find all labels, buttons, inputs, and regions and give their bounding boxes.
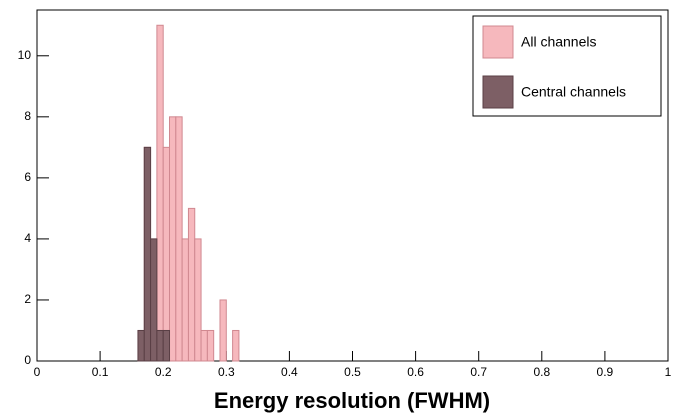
x-tick-label: 0: [34, 365, 41, 379]
histogram-bar: [156, 329, 164, 362]
legend-swatch: [482, 25, 514, 59]
x-tick-label: 0.6: [407, 365, 424, 379]
histogram-bar: [162, 146, 171, 362]
y-tick-label: 4: [24, 231, 31, 245]
histogram-bar: [206, 329, 215, 362]
x-tick-label: 0.1: [92, 365, 109, 379]
y-tick-label: 6: [24, 170, 31, 184]
histogram-bar: [137, 329, 145, 362]
x-tick-label: 0.9: [597, 365, 614, 379]
x-tick-label: 0.8: [533, 365, 550, 379]
histogram-bar: [194, 238, 202, 362]
x-tick-label: 0.2: [155, 365, 172, 379]
histogram-bar: [162, 329, 171, 362]
histogram-bar: [156, 24, 164, 362]
histogram-bar: [143, 146, 152, 362]
x-axis-label: Energy resolution (FWHM): [214, 388, 490, 413]
histogram-bar: [175, 116, 183, 362]
legend-swatch: [482, 75, 514, 109]
histogram-bar: [187, 207, 196, 362]
legend-label: Central channels: [521, 84, 626, 100]
x-tick-label: 0.3: [218, 365, 235, 379]
y-tick-label: 8: [24, 109, 31, 123]
histogram-bar: [181, 238, 189, 362]
y-tick-label: 2: [24, 292, 31, 306]
x-tick-label: 0.5: [344, 365, 361, 379]
x-tick-label: 0.7: [470, 365, 487, 379]
histogram-bar: [150, 238, 158, 362]
y-tick-label: 10: [18, 48, 32, 62]
histogram-bar: [219, 299, 227, 362]
x-tick-label: 1: [665, 365, 672, 379]
x-tick-label: 0.4: [281, 365, 298, 379]
y-tick-label: 0: [24, 353, 31, 367]
histogram-bar: [232, 329, 240, 362]
histogram-bar: [200, 329, 208, 362]
histogram-bar: [169, 116, 177, 362]
legend-label: All channels: [521, 34, 597, 50]
